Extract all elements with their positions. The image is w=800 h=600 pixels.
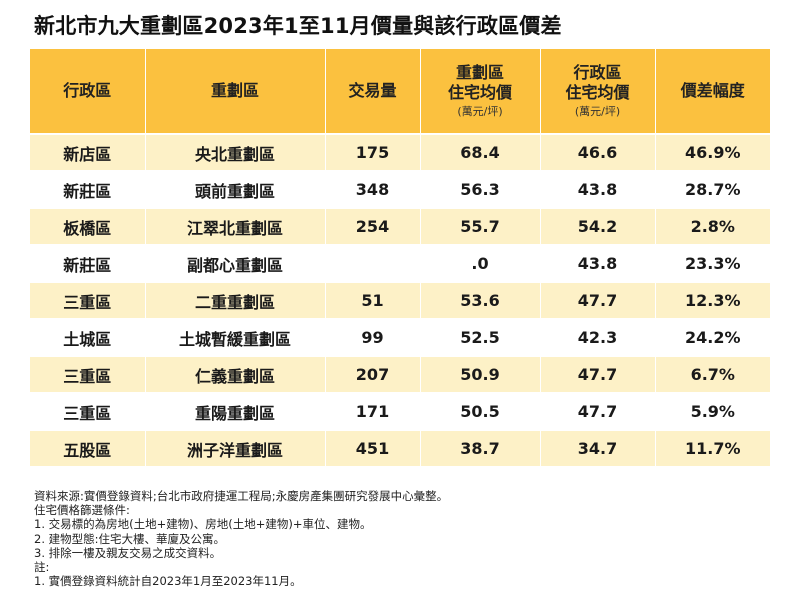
volume-cell: 451 [324,429,420,466]
volume-cell: 51 [324,281,420,319]
zone-price-cell: 55.7 [419,207,540,245]
header-district-price: 行政區 住宅均價 (萬元/坪) [539,49,655,134]
volume-cell: 99 [324,318,420,356]
header-district-price-unit: (萬元/坪) [574,105,621,119]
table-row: 三重區 重陽重劃區 171 50.5 47.7 5.9% [30,392,770,430]
zone-cell: 二重重劃區 [144,281,325,319]
zone-price-cell: 56.3 [419,170,540,208]
table-row: 三重區 二重重劃區 51 53.6 47.7 12.3% [30,281,770,319]
zone-price-cell: 68.4 [419,133,540,171]
district-cell: 三重區 [30,281,145,319]
zone-cell: 央北重劃區 [144,133,325,171]
district-price-cell: 42.3 [539,318,655,356]
note-line: 資料來源:實價登錄資料;台北市政府捷運工程局;永慶房產集團研究發展中心彙整。 [34,489,449,503]
header-volume: 交易量 [324,49,420,134]
table-row: 土城區 土城暫緩重劃區 99 52.5 42.3 24.2% [30,318,770,356]
header-district: 行政區 [30,49,145,134]
zone-cell: 重陽重劃區 [144,392,325,430]
note-line: 註: [34,560,50,575]
district-price-cell: 54.2 [539,207,655,245]
district-price-cell: 47.7 [539,355,655,393]
volume-cell: 175 [324,133,420,171]
note-line: 2. 建物型態:住宅大樓、華廈及公寓。 [34,531,226,546]
note-line: 3. 排除一樓及親友交易之成交資料。 [34,545,222,560]
header-zone-price: 重劃區 住宅均價 (萬元/坪) [419,49,540,134]
district-price-cell: 43.8 [539,170,655,208]
price-diff-cell: 46.9% [654,133,770,171]
district-price-cell: 43.8 [539,244,655,282]
header-zone-price-unit: (萬元/坪) [457,105,503,119]
source-notes: 資料來源:實價登錄資料;台北市政府捷運工程局;永慶房產集團研究發展中心彙整。 住宅… [34,489,448,588]
zone-cell: 副都心重劃區 [144,244,325,282]
volume-cell: 171 [324,392,420,430]
price-diff-cell: 12.3% [654,281,770,319]
price-diff-cell: 28.7% [654,170,770,208]
note-line: 1. 實價登錄資料統計自2023年1月至2023年11月。 [34,574,302,589]
volume-cell: 348 [324,170,420,208]
zone-cell: 仁義重劃區 [144,355,325,393]
table-row: 五股區 洲子洋重劃區 451 38.7 34.7 11.7% [30,429,770,466]
zone-price-cell: 38.7 [419,429,540,466]
zone-cell: 洲子洋重劃區 [144,429,325,466]
price-table: 行政區 重劃區 交易量 重劃區 住宅均價 (萬元/坪) 行政區 住宅均價 (萬元… [30,49,770,466]
header-zone: 重劃區 [144,49,325,134]
zone-cell: 頭前重劃區 [144,170,325,208]
price-diff-cell: 23.3% [654,244,770,282]
note-line: 住宅價格篩選條件: [34,503,130,518]
table-row: 三重區 仁義重劃區 207 50.9 47.7 6.7% [30,355,770,393]
note-line: 1. 交易標的為房地(土地+建物)、房地(土地+建物)+車位、建物。 [34,517,372,532]
table-row: 板橋區 江翠北重劃區 254 55.7 54.2 2.8% [30,207,770,245]
district-cell: 三重區 [30,355,145,393]
district-cell: 五股區 [30,429,145,466]
header-price-diff: 價差幅度 [654,49,770,134]
district-price-cell: 47.7 [539,392,655,430]
price-diff-cell: 11.7% [654,429,770,466]
zone-cell: 江翠北重劃區 [144,207,325,245]
price-diff-cell: 2.8% [654,207,770,245]
zone-price-cell: .0 [419,244,540,282]
district-cell: 土城區 [30,318,145,356]
district-cell: 新莊區 [30,244,145,282]
price-diff-cell: 6.7% [654,355,770,393]
volume-cell: 254 [324,207,420,245]
zone-price-cell: 53.6 [419,281,540,319]
zone-price-cell: 52.5 [419,318,540,356]
price-table-container: 行政區 重劃區 交易量 重劃區 住宅均價 (萬元/坪) 行政區 住宅均價 (萬元… [30,49,770,466]
zone-cell: 土城暫緩重劃區 [144,318,325,356]
table-row: 新莊區 副都心重劃區 .0 43.8 23.3% [30,244,770,282]
district-cell: 新莊區 [30,170,145,208]
price-diff-cell: 24.2% [654,318,770,356]
volume-cell [324,244,420,282]
table-row: 新店區 央北重劃區 175 68.4 46.6 46.9% [30,133,770,171]
table-header-row: 行政區 重劃區 交易量 重劃區 住宅均價 (萬元/坪) 行政區 住宅均價 (萬元… [30,49,770,134]
zone-price-cell: 50.5 [419,392,540,430]
district-cell: 三重區 [30,392,145,430]
table-row: 新莊區 頭前重劃區 348 56.3 43.8 28.7% [30,170,770,208]
district-price-cell: 46.6 [539,133,655,171]
zone-price-cell: 50.9 [419,355,540,393]
district-price-cell: 47.7 [539,281,655,319]
page-title: 新北市九大重劃區2023年1至11月價量與該行政區價差 [34,14,562,38]
district-cell: 板橋區 [30,207,145,245]
district-price-cell: 34.7 [539,429,655,466]
table-body: 新店區 央北重劃區 175 68.4 46.6 46.9% 新莊區 頭前重劃區 348 56.3 4… [30,133,770,466]
price-diff-cell: 5.9% [654,392,770,430]
volume-cell: 207 [324,355,420,393]
district-cell: 新店區 [30,133,145,171]
